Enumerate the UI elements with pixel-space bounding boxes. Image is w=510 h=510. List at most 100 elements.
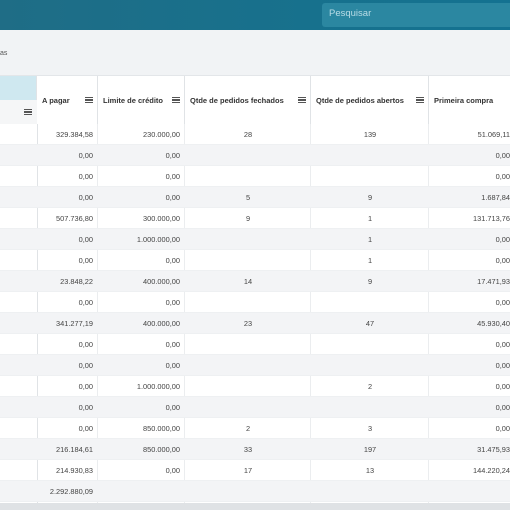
table-row[interactable]: 329.384,58 230.000,00 28 139 51.069,11 [0, 124, 510, 145]
column-header-label: Qtde de pedidos abertos [316, 96, 404, 105]
cell-qtde-pedidos-abertos [311, 334, 429, 355]
cell-primeira-compra: 0,00 [495, 235, 510, 244]
cell-qtde-pedidos-abertos: 1 [367, 256, 373, 265]
table-row[interactable]: 0,00 1.000.000,00 2 0,00 [0, 376, 510, 397]
table-row[interactable]: 507.736,80 300.000,00 9 1 131.713,76 [0, 208, 510, 229]
table-row[interactable]: 214.930,83 0,00 17 13 144.220,24 [0, 460, 510, 481]
table-row[interactable]: 0,00 0,00 0,00 [0, 397, 510, 418]
cell-limite-credito: 300.000,00 [143, 214, 180, 223]
table-row[interactable]: 0,00 0,00 0,00 [0, 145, 510, 166]
cell-a-pagar: 23.848,22 [60, 277, 93, 286]
column-header-a-pagar[interactable]: A pagar [37, 76, 98, 124]
column-header-qtde-pedidos-abertos[interactable]: Qtde de pedidos abertos [311, 76, 429, 124]
total-a-pagar: 2.292.880,09 [49, 487, 93, 496]
cell-a-pagar: 0,00 [78, 424, 93, 433]
cell-a-pagar: 0,00 [78, 361, 93, 370]
cell-qtde-pedidos-fechados: 33 [243, 445, 253, 454]
column-menu-icon[interactable] [172, 97, 180, 103]
cell-qtde-pedidos-fechados: 28 [243, 130, 253, 139]
cell-qtde-pedidos-abertos [311, 355, 429, 376]
table-row[interactable]: 0,00 0,00 0,00 [0, 292, 510, 313]
cell-limite-credito: 0,00 [165, 172, 180, 181]
cell-qtde-pedidos-abertos: 3 [367, 424, 373, 433]
cell-limite-credito: 0,00 [165, 403, 180, 412]
cell-qtde-pedidos-abertos: 9 [367, 277, 373, 286]
table-row[interactable]: 216.184,61 850.000,00 33 197 31.475,93 [0, 439, 510, 460]
cell-qtde-pedidos-fechados [185, 355, 311, 376]
cell-primeira-compra: 0,00 [495, 361, 510, 370]
cell-limite-credito: 0,00 [165, 466, 180, 475]
cell-a-pagar: 0,00 [78, 382, 93, 391]
data-grid: A pagar Limite de crédito Qtde de pedidos … [0, 75, 510, 504]
cell-limite-credito: 850.000,00 [143, 424, 180, 433]
column-menu-icon[interactable] [24, 109, 32, 115]
table-row[interactable]: 0,00 0,00 0,00 [0, 355, 510, 376]
column-menu-icon[interactable] [298, 97, 306, 103]
column-menu-icon[interactable] [85, 97, 93, 103]
cell-qtde-pedidos-fechados [185, 166, 311, 187]
cell-a-pagar: 214.930,83 [56, 466, 93, 475]
cell-qtde-pedidos-fechados: 5 [245, 193, 251, 202]
search-input[interactable]: Pesquisar [322, 3, 510, 27]
cell-limite-credito: 400.000,00 [143, 277, 180, 286]
cell-qtde-pedidos-abertos: 47 [365, 319, 375, 328]
cell-qtde-pedidos-abertos: 13 [365, 466, 375, 475]
cell-a-pagar: 0,00 [78, 193, 93, 202]
cell-qtde-pedidos-fechados [185, 376, 311, 397]
cell-primeira-compra: 0,00 [495, 403, 510, 412]
cell-limite-credito: 850.000,00 [143, 445, 180, 454]
table-row[interactable]: 0,00 0,00 0,00 [0, 166, 510, 187]
cell-a-pagar: 0,00 [78, 403, 93, 412]
cell-qtde-pedidos-fechados [185, 229, 311, 250]
cell-a-pagar: 0,00 [78, 298, 93, 307]
table-row[interactable]: 0,00 0,00 5 9 1.687,84 [0, 187, 510, 208]
cell-a-pagar: 216.184,61 [56, 445, 93, 454]
frozen-column-header [0, 76, 37, 124]
table-row[interactable]: 23.848,22 400.000,00 14 9 17.471,93 [0, 271, 510, 292]
cell-limite-credito: 0,00 [165, 361, 180, 370]
cell-qtde-pedidos-fechados: 14 [243, 277, 253, 286]
cell-primeira-compra: 31.475,93 [477, 445, 510, 454]
cell-a-pagar: 0,00 [78, 172, 93, 181]
cell-primeira-compra: 45.930,40 [477, 319, 510, 328]
horizontal-scrollbar[interactable] [0, 503, 510, 510]
cell-primeira-compra: 0,00 [495, 256, 510, 265]
table-row[interactable]: 0,00 1.000.000,00 1 0,00 [0, 229, 510, 250]
cell-a-pagar: 0,00 [78, 151, 93, 160]
cell-qtde-pedidos-abertos [311, 145, 429, 166]
frozen-header-filter [0, 100, 37, 124]
cell-primeira-compra: 0,00 [495, 382, 510, 391]
table-row[interactable]: 0,00 850.000,00 2 3 0,00 [0, 418, 510, 439]
cell-primeira-compra: 144.220,24 [473, 466, 510, 475]
cell-primeira-compra: 0,00 [495, 340, 510, 349]
column-header-primeira-compra[interactable]: Primeira compra [429, 76, 510, 124]
table-row[interactable]: 0,00 0,00 0,00 [0, 334, 510, 355]
cell-qtde-pedidos-abertos [311, 292, 429, 313]
cell-limite-credito: 400.000,00 [143, 319, 180, 328]
cell-a-pagar: 0,00 [78, 235, 93, 244]
cell-limite-credito: 0,00 [165, 298, 180, 307]
cell-qtde-pedidos-fechados [185, 292, 311, 313]
table-row[interactable]: 341.277,19 400.000,00 23 47 45.930,40 [0, 313, 510, 334]
cell-qtde-pedidos-abertos: 1 [367, 235, 373, 244]
table-row[interactable]: 0,00 0,00 1 0,00 [0, 250, 510, 271]
cell-limite-credito: 1.000.000,00 [136, 382, 180, 391]
column-menu-icon[interactable] [416, 97, 424, 103]
cell-qtde-pedidos-fechados: 9 [245, 214, 251, 223]
cell-primeira-compra: 0,00 [495, 172, 510, 181]
cell-primeira-compra: 0,00 [495, 424, 510, 433]
cell-primeira-compra: 131.713,76 [473, 214, 510, 223]
cell-limite-credito: 0,00 [165, 193, 180, 202]
column-header-qtde-pedidos-fechados[interactable]: Qtde de pedidos fechados [185, 76, 311, 124]
cell-a-pagar: 341.277,19 [56, 319, 93, 328]
cell-qtde-pedidos-abertos: 1 [367, 214, 373, 223]
cell-primeira-compra: 51.069,11 [477, 130, 510, 139]
cell-qtde-pedidos-abertos [311, 397, 429, 418]
cell-limite-credito: 0,00 [165, 340, 180, 349]
column-header-label: Primeira compra [434, 96, 494, 105]
cell-a-pagar: 0,00 [78, 340, 93, 349]
cell-a-pagar: 507.736,80 [56, 214, 93, 223]
column-header-limite-credito[interactable]: Limite de crédito [98, 76, 185, 124]
cell-limite-credito: 230.000,00 [143, 130, 180, 139]
cell-qtde-pedidos-abertos: 139 [363, 130, 377, 139]
